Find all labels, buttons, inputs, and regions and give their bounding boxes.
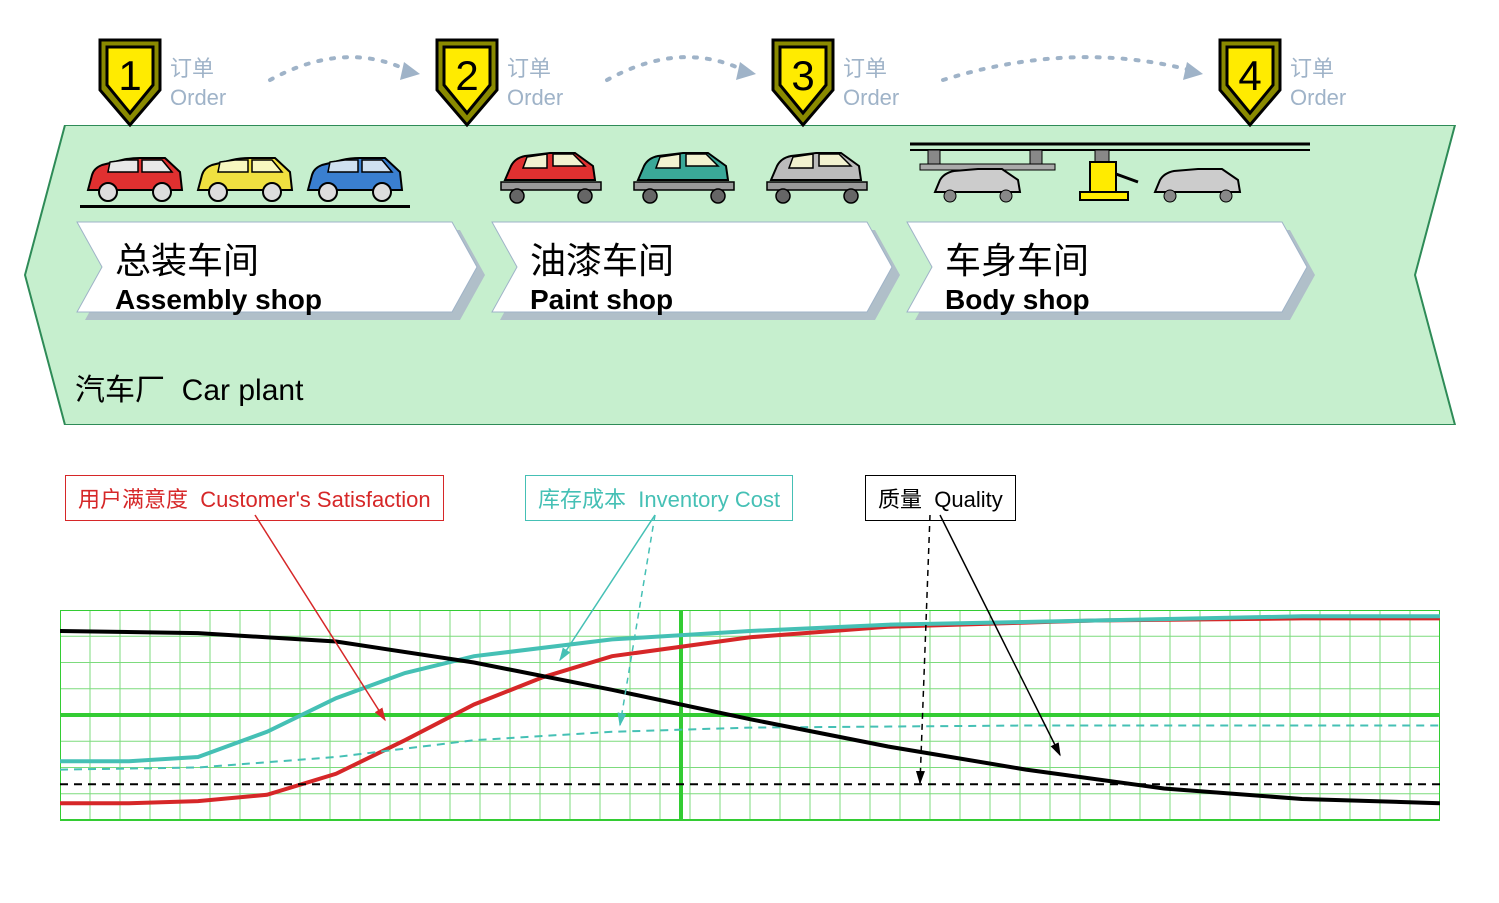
car-shell-icon bbox=[628, 148, 753, 208]
order-badge: 4 bbox=[1215, 35, 1285, 130]
metrics-chart bbox=[60, 610, 1440, 860]
car-shell-icon bbox=[761, 148, 886, 208]
car-icon bbox=[190, 150, 300, 205]
car-icon bbox=[80, 150, 190, 205]
svg-text:2: 2 bbox=[455, 52, 478, 99]
order-label: 订单Order bbox=[1290, 55, 1346, 112]
flow-arrow bbox=[265, 40, 422, 90]
assembly-cars bbox=[80, 150, 410, 205]
legend-inventory: 库存成本 Inventory Cost bbox=[525, 475, 793, 521]
assembly-line bbox=[80, 205, 410, 208]
svg-text:3: 3 bbox=[791, 52, 814, 99]
body-shop-area bbox=[910, 138, 1310, 213]
order-badge: 3 bbox=[768, 35, 838, 130]
paint-cars bbox=[495, 148, 886, 208]
car-icon bbox=[300, 150, 410, 205]
order-label: 订单Order bbox=[507, 55, 563, 112]
plant-label: 汽车厂 Car plant bbox=[75, 365, 303, 409]
shop-label: 车身车间 Body shop bbox=[945, 232, 1090, 316]
order-label: 订单Order bbox=[170, 55, 226, 112]
shop-label: 油漆车间 Paint shop bbox=[530, 232, 674, 316]
svg-text:1: 1 bbox=[118, 52, 141, 99]
legend-satisfaction: 用户满意度 Customer's Satisfaction bbox=[65, 475, 444, 521]
flow-arrow bbox=[602, 40, 758, 90]
order-label: 订单Order bbox=[843, 55, 899, 112]
car-shell-icon bbox=[495, 148, 620, 208]
order-badge: 1 bbox=[95, 35, 165, 130]
svg-text:4: 4 bbox=[1238, 52, 1261, 99]
shop-label: 总装车间 Assembly shop bbox=[115, 232, 322, 316]
flow-arrow bbox=[938, 40, 1205, 90]
order-badge: 2 bbox=[432, 35, 502, 130]
legend-quality: 质量 Quality bbox=[865, 475, 1016, 521]
